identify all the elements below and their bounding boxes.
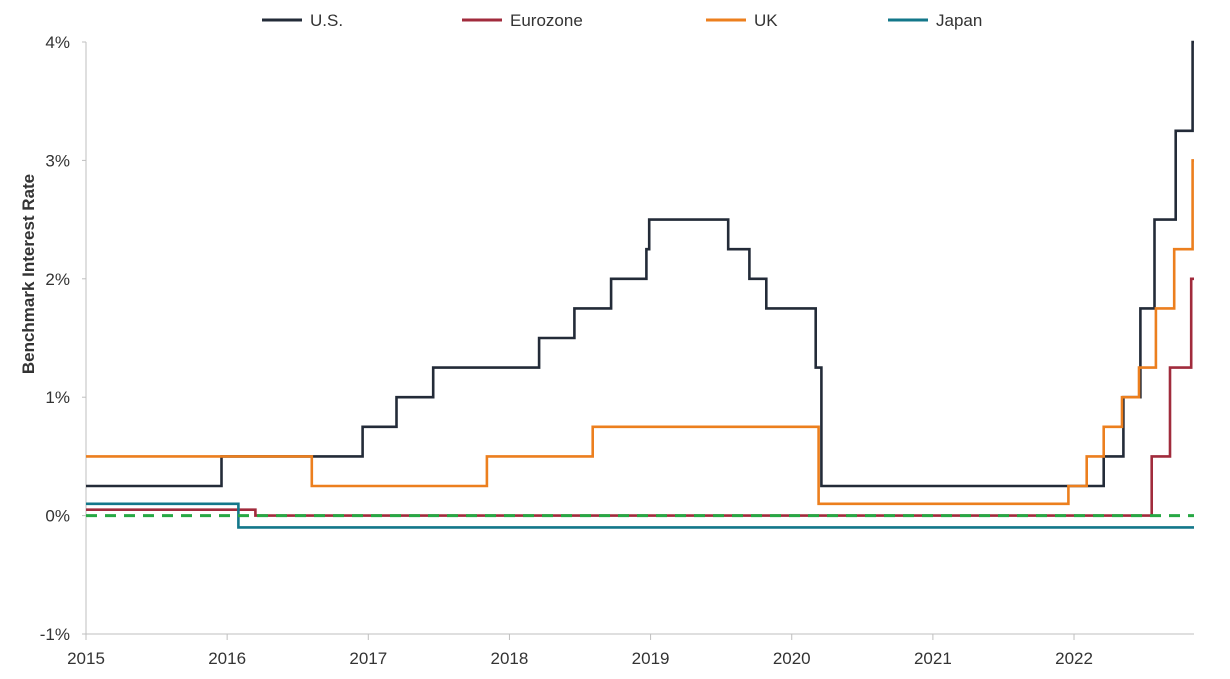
x-tick-label: 2017 xyxy=(349,649,387,668)
x-tick-label: 2015 xyxy=(67,649,105,668)
x-tick-label: 2019 xyxy=(632,649,670,668)
x-axis: 2015 2016 2017 2018 2019 2020 2021 2022 xyxy=(67,633,1194,668)
y-tick-label: 1% xyxy=(45,388,70,407)
plot-area xyxy=(86,40,1194,529)
y-axis: -1% 0% 1% 2% 3% 4% xyxy=(40,33,87,644)
y-tick-label: 3% xyxy=(45,151,70,170)
y-axis-label: Benchmark Interest Rate xyxy=(19,174,38,374)
series-line-uk xyxy=(86,159,1194,506)
x-tick-label: 2020 xyxy=(773,649,811,668)
legend-label: U.S. xyxy=(310,11,343,30)
series-line-eurozone xyxy=(86,277,1194,517)
legend-label: Japan xyxy=(936,11,982,30)
legend-label: Eurozone xyxy=(510,11,583,30)
x-tick-label: 2016 xyxy=(208,649,246,668)
y-tick-label: 0% xyxy=(45,507,70,526)
x-tick-label: 2022 xyxy=(1055,649,1093,668)
legend-label: UK xyxy=(754,11,778,30)
legend: U.S. Eurozone UK Japan xyxy=(262,11,982,30)
series-line-u-s xyxy=(86,40,1194,488)
x-tick-label: 2021 xyxy=(914,649,952,668)
y-tick-label: -1% xyxy=(40,625,70,644)
y-tick-label: 2% xyxy=(45,270,70,289)
x-tick-label: 2018 xyxy=(491,649,529,668)
y-tick-label: 4% xyxy=(45,33,70,52)
